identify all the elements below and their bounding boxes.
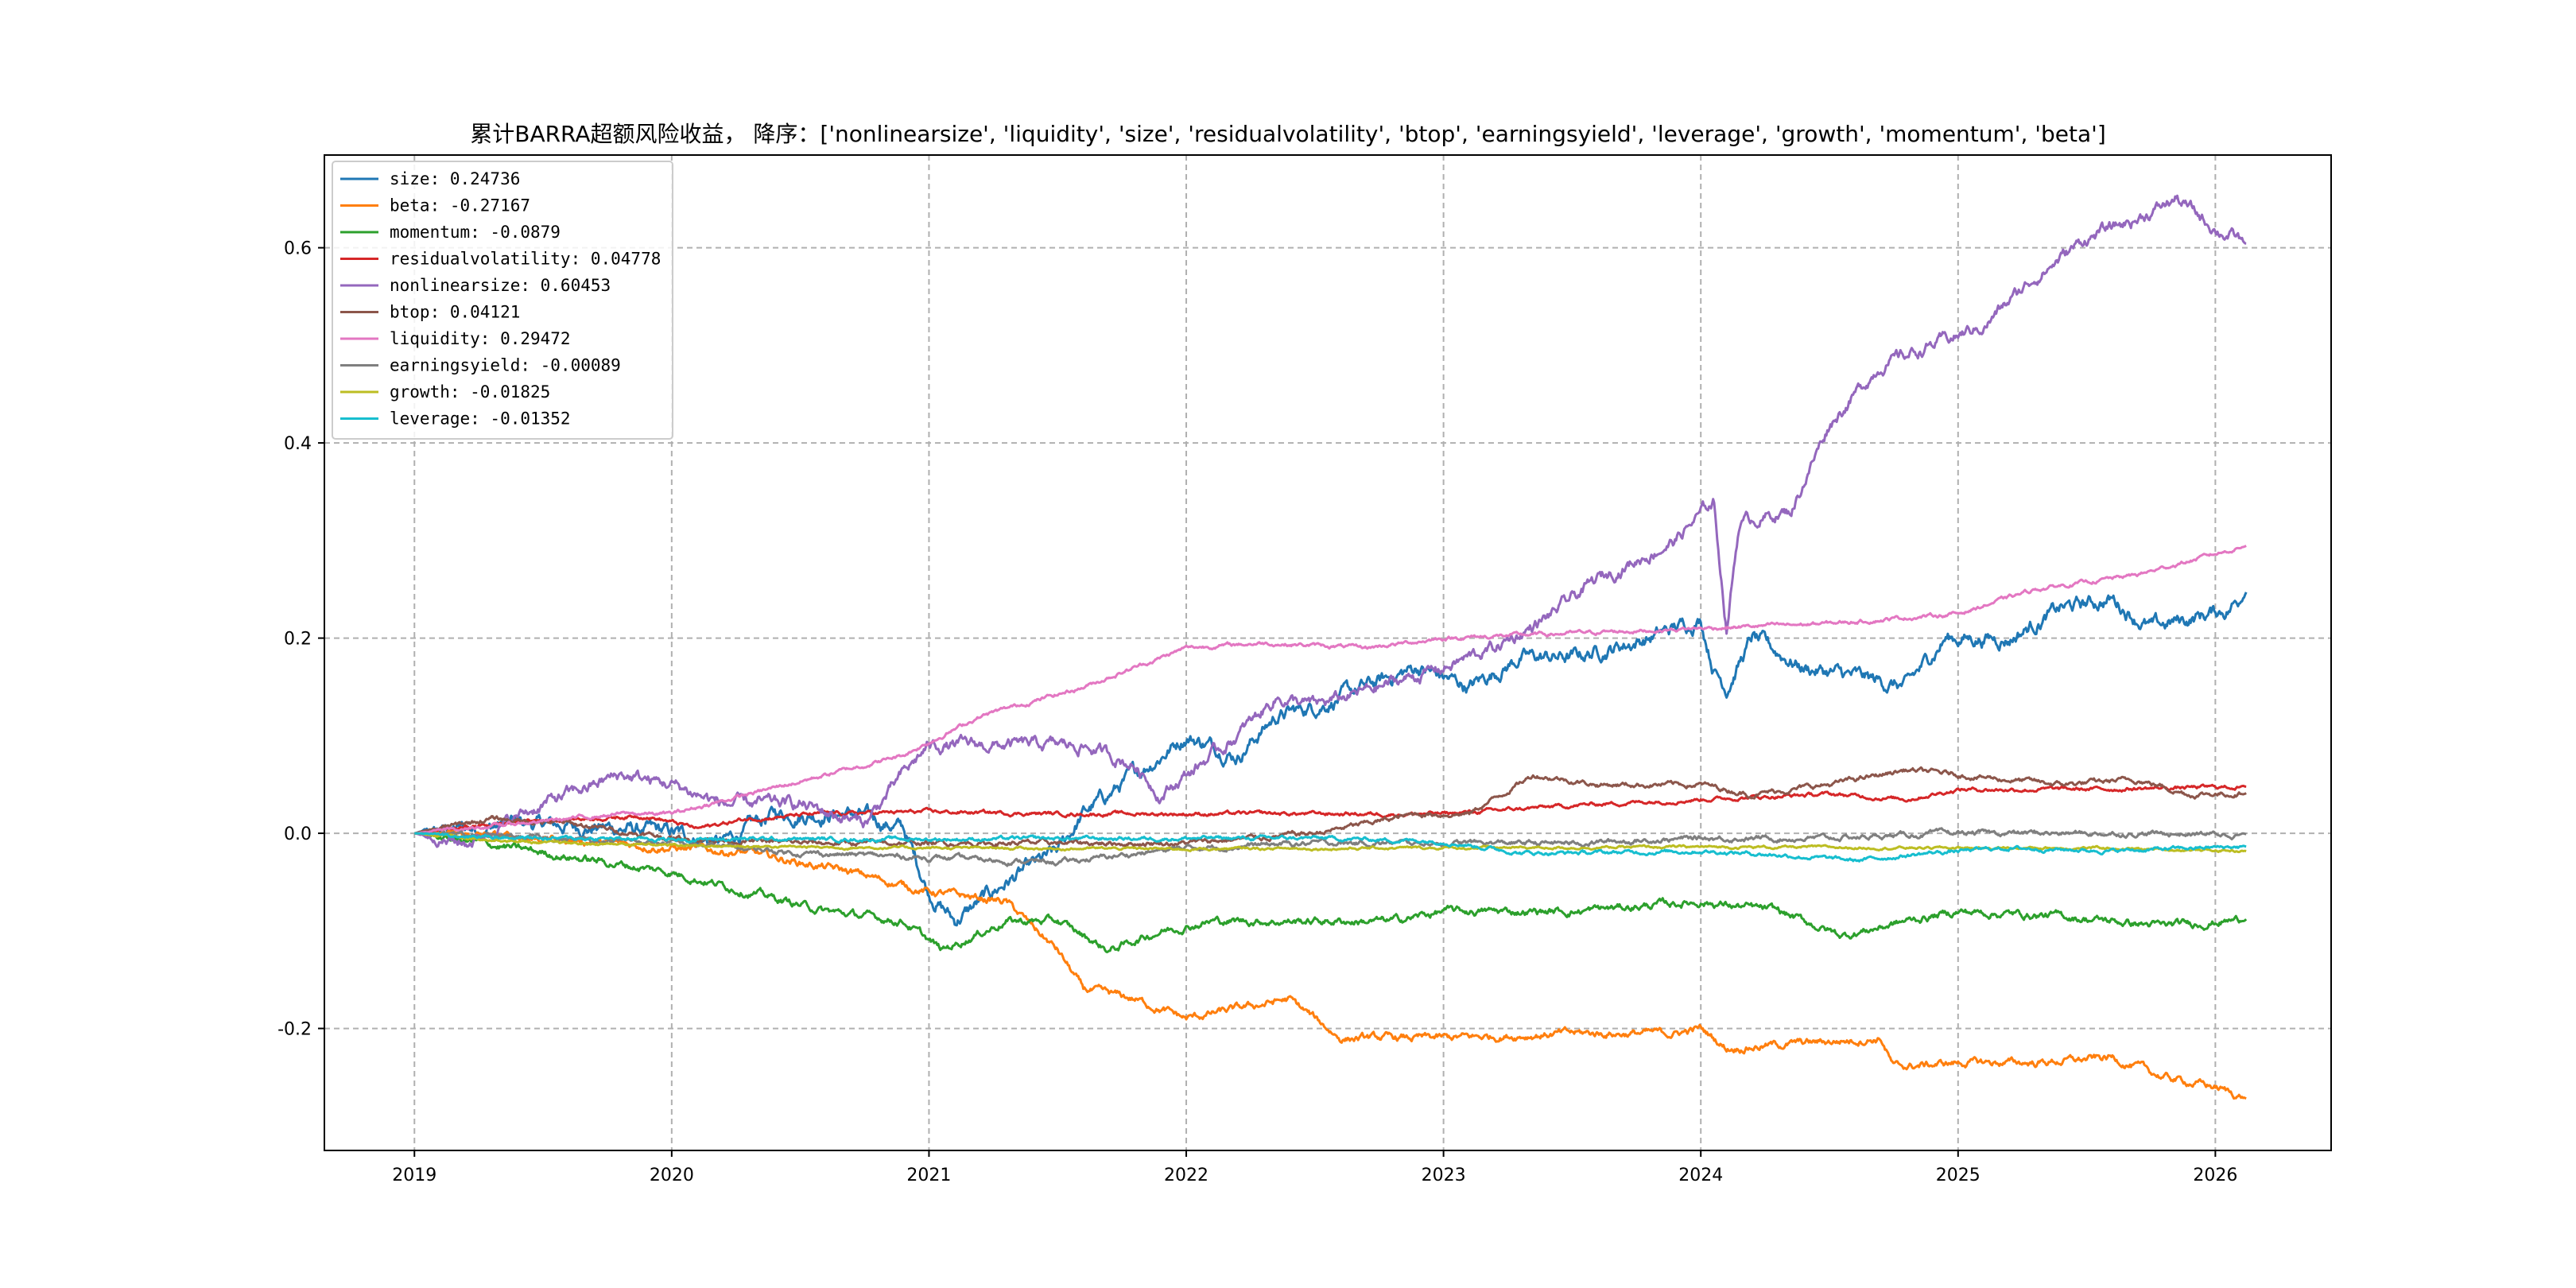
y-tick-label: 0.2 [284,630,312,650]
legend-box [332,161,673,440]
legend-label-leverage: leverage: -0.01352 [390,409,571,429]
x-tick-label: 2023 [1422,1166,1466,1185]
legend-label-earningsyield: earningsyield: -0.00089 [390,356,621,375]
chart-title: 累计BARRA超额风险收益， 降序：['nonlinearsize', 'liq… [470,121,2106,147]
x-tick-label: 2026 [2193,1166,2237,1185]
series-line-growth [414,832,2247,854]
legend-label-btop: btop: 0.04121 [390,303,520,322]
y-tick-label: 0.0 [284,824,312,844]
axis-ticks: 2019 2020 2021 2022 2023 2024 2025 2026 -0.2 0.0 0… [277,239,2237,1185]
x-tick-label: 2025 [1936,1166,1980,1185]
series-line-leverage [414,832,2247,863]
y-tick-label: 0.6 [284,239,312,259]
series-layer [413,194,2248,1100]
series-line-momentum [414,832,2248,953]
series-line-nonlinearsize [413,194,2247,848]
y-tick-label: -0.2 [277,1020,312,1040]
x-tick-label: 2021 [906,1166,951,1185]
legend-label-residualvolatility: residualvolatility: 0.04778 [390,250,661,269]
plot-frame [324,154,2332,1151]
legend-label-liquidity: liquidity: 0.29472 [390,329,571,348]
series-line-beta [414,828,2247,1100]
legend-label-growth: growth: -0.01825 [390,382,550,402]
y-tick-label: 0.4 [284,434,312,454]
x-tick-label: 2020 [650,1166,694,1185]
x-tick-label: 2022 [1164,1166,1208,1185]
legend-label-momentum: momentum: -0.0879 [390,223,561,242]
legend-label-nonlinearsize: nonlinearsize: 0.60453 [390,276,611,295]
x-tick-label: 2019 [392,1166,436,1185]
legend-label-size: size: 0.24736 [390,169,520,188]
series-line-residualvolatility [414,783,2247,835]
x-tick-label: 2024 [1678,1166,1723,1185]
legend: size: 0.24736 beta: -0.27167 momentum: -0.… [332,161,673,440]
series-line-liquidity [414,545,2247,835]
legend-label-beta: beta: -0.27167 [390,196,530,215]
